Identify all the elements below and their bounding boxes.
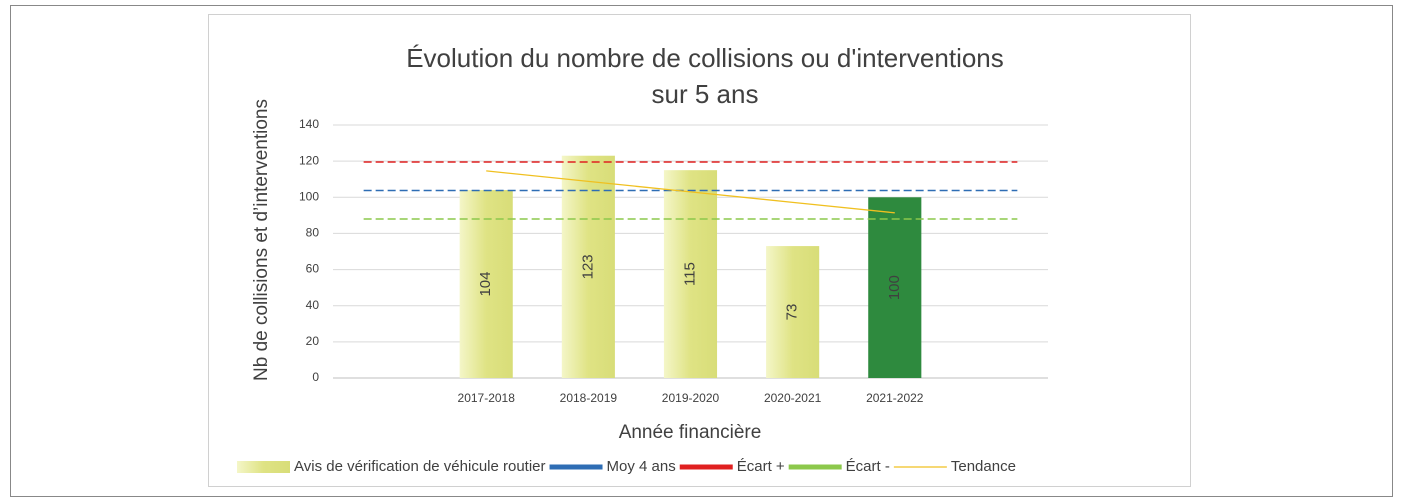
legend-label: Avis de vérification de véhicule routier <box>294 458 546 475</box>
y-tick-label: 0 <box>312 370 319 384</box>
y-tick-label: 60 <box>306 262 320 276</box>
data-label: 100 <box>886 275 903 300</box>
x-tick-label: 2018-2019 <box>560 391 618 405</box>
y-tick-label: 40 <box>306 298 320 312</box>
chart-area <box>208 14 1191 487</box>
legend-swatch <box>237 461 290 473</box>
y-axis-label: Nb de collisions et d’interventions <box>251 99 272 381</box>
x-axis-label: Année financière <box>619 422 762 443</box>
y-tick-label: 120 <box>299 153 319 167</box>
legend-label: Moy 4 ans <box>607 458 676 475</box>
bar <box>561 155 615 378</box>
x-tick-label: 2021-2022 <box>866 391 924 405</box>
bar <box>868 197 922 378</box>
y-tick-label: 140 <box>299 117 319 131</box>
legend-label: Tendance <box>951 458 1016 475</box>
chart-title: Évolution du nombre de collisions ou d'i… <box>406 43 1004 73</box>
data-label: 123 <box>579 254 596 279</box>
y-tick-label: 80 <box>306 226 320 240</box>
y-tick-label: 100 <box>299 189 319 203</box>
bar <box>663 170 718 378</box>
x-tick-label: 2020-2021 <box>764 391 822 405</box>
line-series <box>486 170 895 214</box>
y-tick-label: 20 <box>306 334 320 348</box>
x-tick-label: 2019-2020 <box>662 391 720 405</box>
data-label: 115 <box>681 262 698 286</box>
x-tick-label: 2017-2018 <box>458 391 516 405</box>
legend-label: Écart + <box>737 458 785 475</box>
bar <box>766 246 820 378</box>
data-label: 104 <box>477 272 494 297</box>
bar <box>459 190 513 378</box>
legend-label: Écart - <box>846 458 890 475</box>
data-label: 73 <box>784 304 801 321</box>
chart-title: sur 5 ans <box>652 79 759 109</box>
frame <box>10 5 1393 497</box>
